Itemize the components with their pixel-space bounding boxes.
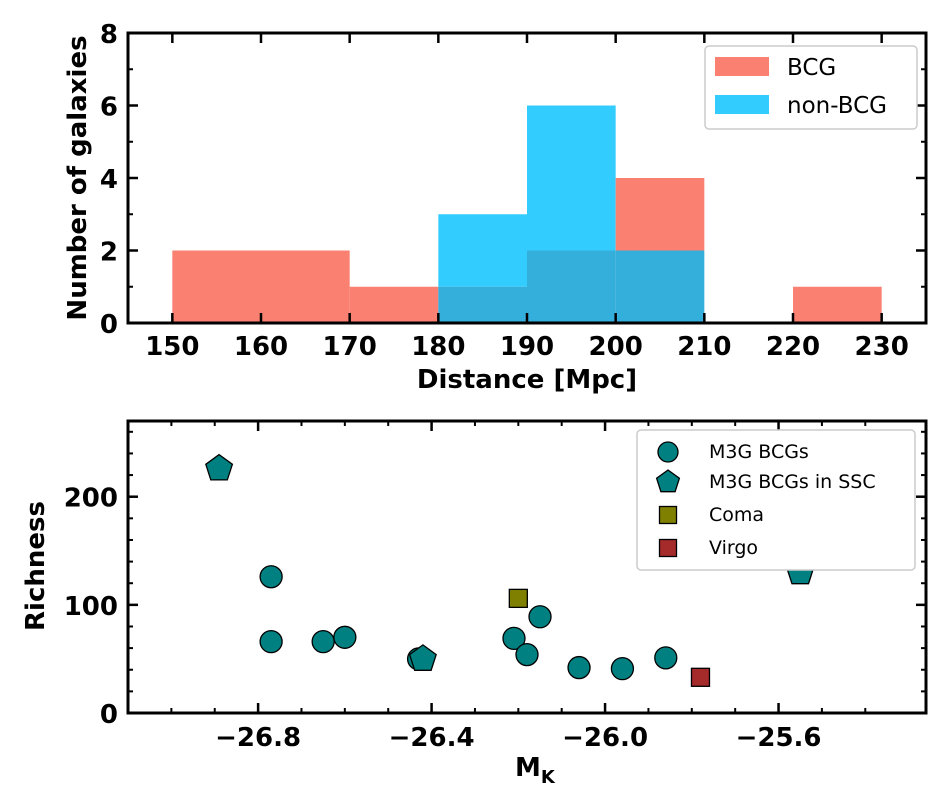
point-m3g-bcg (259, 565, 283, 589)
y-tick-label: 0 (100, 310, 118, 340)
x-tick-label: −26.8 (215, 723, 301, 753)
y-tick-label: 100 (64, 592, 118, 622)
point-m3g-bcg (567, 655, 591, 680)
histogram-axes-frame (126, 31, 928, 325)
scatter-x-tick-labels: −26.8 −26.4 −26.0 −25.6 (215, 723, 821, 753)
x-tick-label: 160 (234, 332, 288, 362)
x-tick-label: 210 (677, 332, 731, 362)
histogram-y-axis-label: Number of galaxies (63, 35, 93, 320)
bar-bcg (615, 178, 705, 251)
scatter-legend-box (636, 429, 916, 571)
x-tick-label: 190 (500, 332, 554, 362)
x-tick-label: −26.0 (562, 723, 648, 753)
y-tick-label: 2 (100, 238, 118, 268)
point-coma (508, 588, 528, 609)
x-tick-label: 180 (411, 332, 465, 362)
bar-bcg (349, 286, 439, 323)
scatter-panel: −26.8 −26.4 −26.0 −25.6 0 100 200 MK Richness… (21, 419, 928, 788)
y-tick-label: 4 (100, 165, 118, 195)
scatter-x-axis-label: MK (515, 753, 556, 788)
x-tick-label: −25.6 (736, 723, 822, 753)
point-m3g-bcg-ssc (205, 453, 234, 481)
bar-bcg (261, 250, 350, 323)
point-virgo (690, 667, 711, 687)
x-tick-label: 150 (145, 332, 199, 362)
point-m3g-bcg-ssc (408, 644, 437, 671)
legend-label-virgo: Virgo (709, 537, 758, 559)
scatter-axes-frame (126, 419, 928, 715)
scatter-points (205, 453, 815, 687)
histogram-ticks (128, 31, 926, 325)
point-m3g-bcg (515, 642, 539, 667)
scatter-y-axis-label: Richness (21, 501, 51, 631)
legend-marker-m3g-bcg-ssc (655, 469, 681, 493)
legend-label-bcg: BCG (787, 55, 836, 81)
y-tick-label: 8 (100, 20, 118, 50)
histogram-bars (172, 105, 882, 323)
point-m3g-bcg (333, 625, 357, 649)
legend-label-non-bcg: non-BCG (787, 93, 887, 119)
legend-label-coma: Coma (709, 504, 764, 526)
legend-marker-virgo (658, 538, 678, 558)
point-m3g-bcg (311, 629, 335, 654)
histogram-x-axis-label: Distance [Mpc] (417, 365, 637, 395)
bar-non-bcg (438, 214, 527, 287)
point-m3g-bcg (528, 605, 552, 629)
legend-swatch-non-bcg (715, 95, 769, 114)
legend-swatch-bcg (715, 57, 769, 76)
histogram-panel: 150 160 170 180 190 200 210 220 230 0 2 4 6 8 Distan… (63, 20, 928, 395)
y-tick-label: 6 (100, 93, 118, 123)
x-tick-label: −26.4 (389, 723, 475, 753)
x-tick-label: 170 (323, 332, 377, 362)
bar-bcg (172, 250, 261, 323)
x-tick-label: 230 (855, 332, 909, 362)
legend-label-m3g-bcgs: M3G BCGs (709, 441, 809, 463)
bar-overlap (615, 250, 705, 323)
bar-overlap (527, 250, 616, 323)
x-tick-label: 200 (589, 332, 643, 362)
histogram-x-tick-labels: 150 160 170 180 190 200 210 220 230 (145, 332, 909, 362)
scatter-y-tick-labels: 0 100 200 (64, 484, 118, 730)
point-m3g-bcg (259, 629, 283, 654)
bar-non-bcg (527, 105, 616, 251)
histogram-y-tick-labels: 0 2 4 6 8 (100, 20, 118, 340)
bar-bcg (793, 286, 882, 323)
y-tick-label: 200 (64, 484, 118, 514)
legend-marker-m3g-bcg (657, 441, 679, 463)
histogram-legend: BCG non-BCG (704, 45, 918, 130)
y-tick-label: 0 (100, 700, 118, 730)
point-m3g-bcg (654, 646, 678, 670)
legend-label-m3g-bcgs-in-ssc: M3G BCGs in SSC (709, 471, 876, 493)
legend-marker-coma (658, 505, 678, 525)
scatter-legend: M3G BCGs M3G BCGs in SSC Coma Virgo (636, 429, 916, 571)
x-tick-label: 220 (766, 332, 820, 362)
point-m3g-bcg (610, 657, 635, 681)
bar-overlap (438, 286, 527, 323)
point-m3g-bcg (502, 626, 526, 651)
